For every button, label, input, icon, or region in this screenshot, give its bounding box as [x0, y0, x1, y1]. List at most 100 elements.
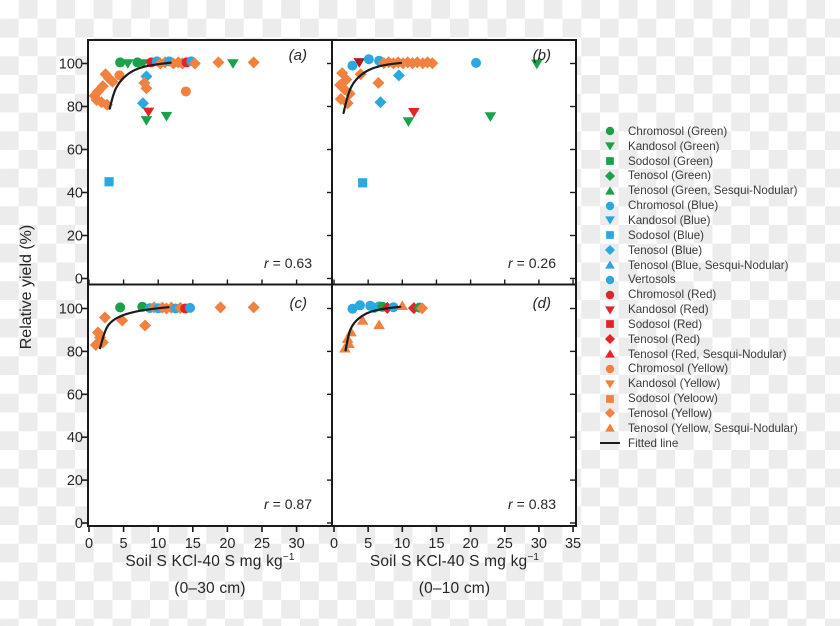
c-marker — [115, 302, 126, 313]
d-marker — [604, 334, 616, 345]
v-marker — [227, 59, 239, 69]
x-axis-title-left: Soil S KCl-40 S mg kg−1 — [88, 552, 332, 571]
y-tick-label: 100 — [59, 302, 83, 318]
^-marker — [605, 186, 615, 195]
y-tick-label: 0 — [75, 272, 83, 288]
triangle-down-icon — [605, 380, 615, 389]
legend-item: Tenosol (Yellow, Sesqui-Nodular) — [600, 421, 798, 436]
x-tick-label: 20 — [463, 536, 479, 552]
circle-icon — [605, 201, 615, 210]
legend-item: Sodosol (Red) — [600, 317, 798, 332]
s-marker — [358, 178, 368, 188]
c-marker — [347, 60, 358, 71]
legend: Chromosol (Green) Kandosol (Green) Sodosol… — [600, 124, 798, 451]
legend-item-label: Kandosol (Red) — [628, 303, 709, 317]
legend-item-label: Kandosol (Green) — [628, 139, 720, 153]
d-marker — [392, 69, 405, 82]
s-marker — [606, 394, 614, 403]
d-marker — [604, 408, 616, 419]
x-tick-label: 15 — [428, 536, 444, 552]
legend-item-label: Sodosol (Yeloow) — [628, 392, 718, 406]
legend-item: Tenosol (Green, Sesqui-Nodular) — [600, 183, 798, 198]
x-tick-label: 5 — [120, 536, 128, 552]
d-marker — [247, 301, 260, 314]
x-axis-title-right: Soil S KCl-40 S mg kg−1 — [333, 552, 576, 571]
diamond-icon — [604, 170, 616, 181]
panel-label-c: (c) — [290, 295, 308, 312]
legend-item: Kandosol (Yellow) — [600, 376, 798, 391]
v-marker — [402, 117, 415, 127]
v-marker — [121, 59, 134, 69]
panel-label-d: (d) — [533, 295, 551, 312]
legend-item: Kandosol (Red) — [600, 302, 798, 317]
legend-item: Tenosol (Blue, Sesqui-Nodular) — [600, 258, 798, 273]
legend-item: Tenosol (Red) — [600, 332, 798, 347]
c-marker — [605, 201, 615, 210]
legend-item: Tenosol (Red, Sesqui-Nodular) — [600, 347, 798, 362]
legend-item-label: Kandosol (Blue) — [628, 213, 711, 227]
d-marker — [89, 338, 102, 351]
v-marker — [408, 108, 420, 118]
x-tick-label: 20 — [219, 536, 235, 552]
y-tick-label: 40 — [67, 186, 83, 202]
y-tick-label: 20 — [67, 473, 83, 489]
^-marker — [605, 260, 615, 269]
y-axis-title: Relative yield (%) — [18, 224, 35, 350]
^-marker — [339, 342, 351, 353]
legend-item-label: Fitted line — [628, 436, 679, 450]
^-marker — [605, 349, 615, 358]
legend-item: Tenosol (Blue) — [600, 243, 798, 258]
x-tick-label: 30 — [289, 536, 305, 552]
fitted-line-d — [344, 305, 402, 352]
triangle-down-icon — [605, 216, 615, 225]
c-marker — [363, 54, 374, 65]
legend-item: Kandosol (Blue) — [600, 213, 798, 228]
fitted-line-a — [108, 61, 172, 110]
x-tick-label: 0 — [330, 536, 338, 552]
c-marker — [605, 275, 615, 285]
^-marker — [373, 319, 385, 330]
legend-item: Tenosol (Yellow) — [600, 406, 798, 421]
diamond-icon — [604, 408, 616, 419]
c-marker — [605, 127, 615, 136]
legend-item: Sodosol (Yeloow) — [600, 391, 798, 406]
v-marker — [160, 111, 173, 122]
circle-icon — [605, 364, 615, 374]
y-tick-label: 80 — [67, 344, 83, 360]
fitted-line-icon — [600, 442, 620, 445]
y-tick-label: 0 — [75, 516, 83, 532]
r-value-d: r = 0.83 — [508, 496, 556, 512]
v-marker — [605, 380, 615, 389]
v-marker — [137, 59, 149, 69]
d-marker — [139, 319, 152, 332]
panel-label-a: (a) — [289, 47, 307, 64]
^-marker — [356, 315, 369, 325]
d-marker — [426, 57, 439, 70]
y-tick-label: 80 — [67, 100, 83, 116]
square-icon — [606, 320, 614, 329]
d-marker — [98, 311, 111, 324]
s-marker — [606, 320, 614, 329]
legend-item: Fitted line — [600, 436, 798, 451]
circle-icon — [605, 275, 615, 285]
x-axis-subtitle-left: (0–30 cm) — [174, 580, 246, 597]
v-marker — [605, 216, 615, 225]
legend-item-label: Tenosol (Red, Sesqui-Nodular) — [628, 347, 787, 361]
d-marker — [140, 82, 153, 95]
legend-item-label: Sodosol (Green) — [628, 154, 714, 168]
legend-item: Sodosol (Green) — [600, 154, 798, 169]
s-marker — [104, 177, 114, 187]
legend-item-label: Vertosols — [628, 273, 676, 287]
c-marker — [180, 86, 191, 97]
triangle-down-icon — [605, 142, 615, 151]
legend-item: Kandosol (Green) — [600, 139, 798, 154]
legend-item-label: Tenosol (Blue) — [628, 243, 703, 257]
d-marker — [247, 56, 260, 69]
d-marker — [188, 57, 201, 70]
legend-item: Chromosol (Red) — [600, 287, 798, 302]
legend-item-label: Chromosol (Yellow) — [628, 362, 729, 376]
x-axis-subtitle-right: (0–10 cm) — [418, 580, 491, 597]
c-marker — [114, 70, 125, 81]
